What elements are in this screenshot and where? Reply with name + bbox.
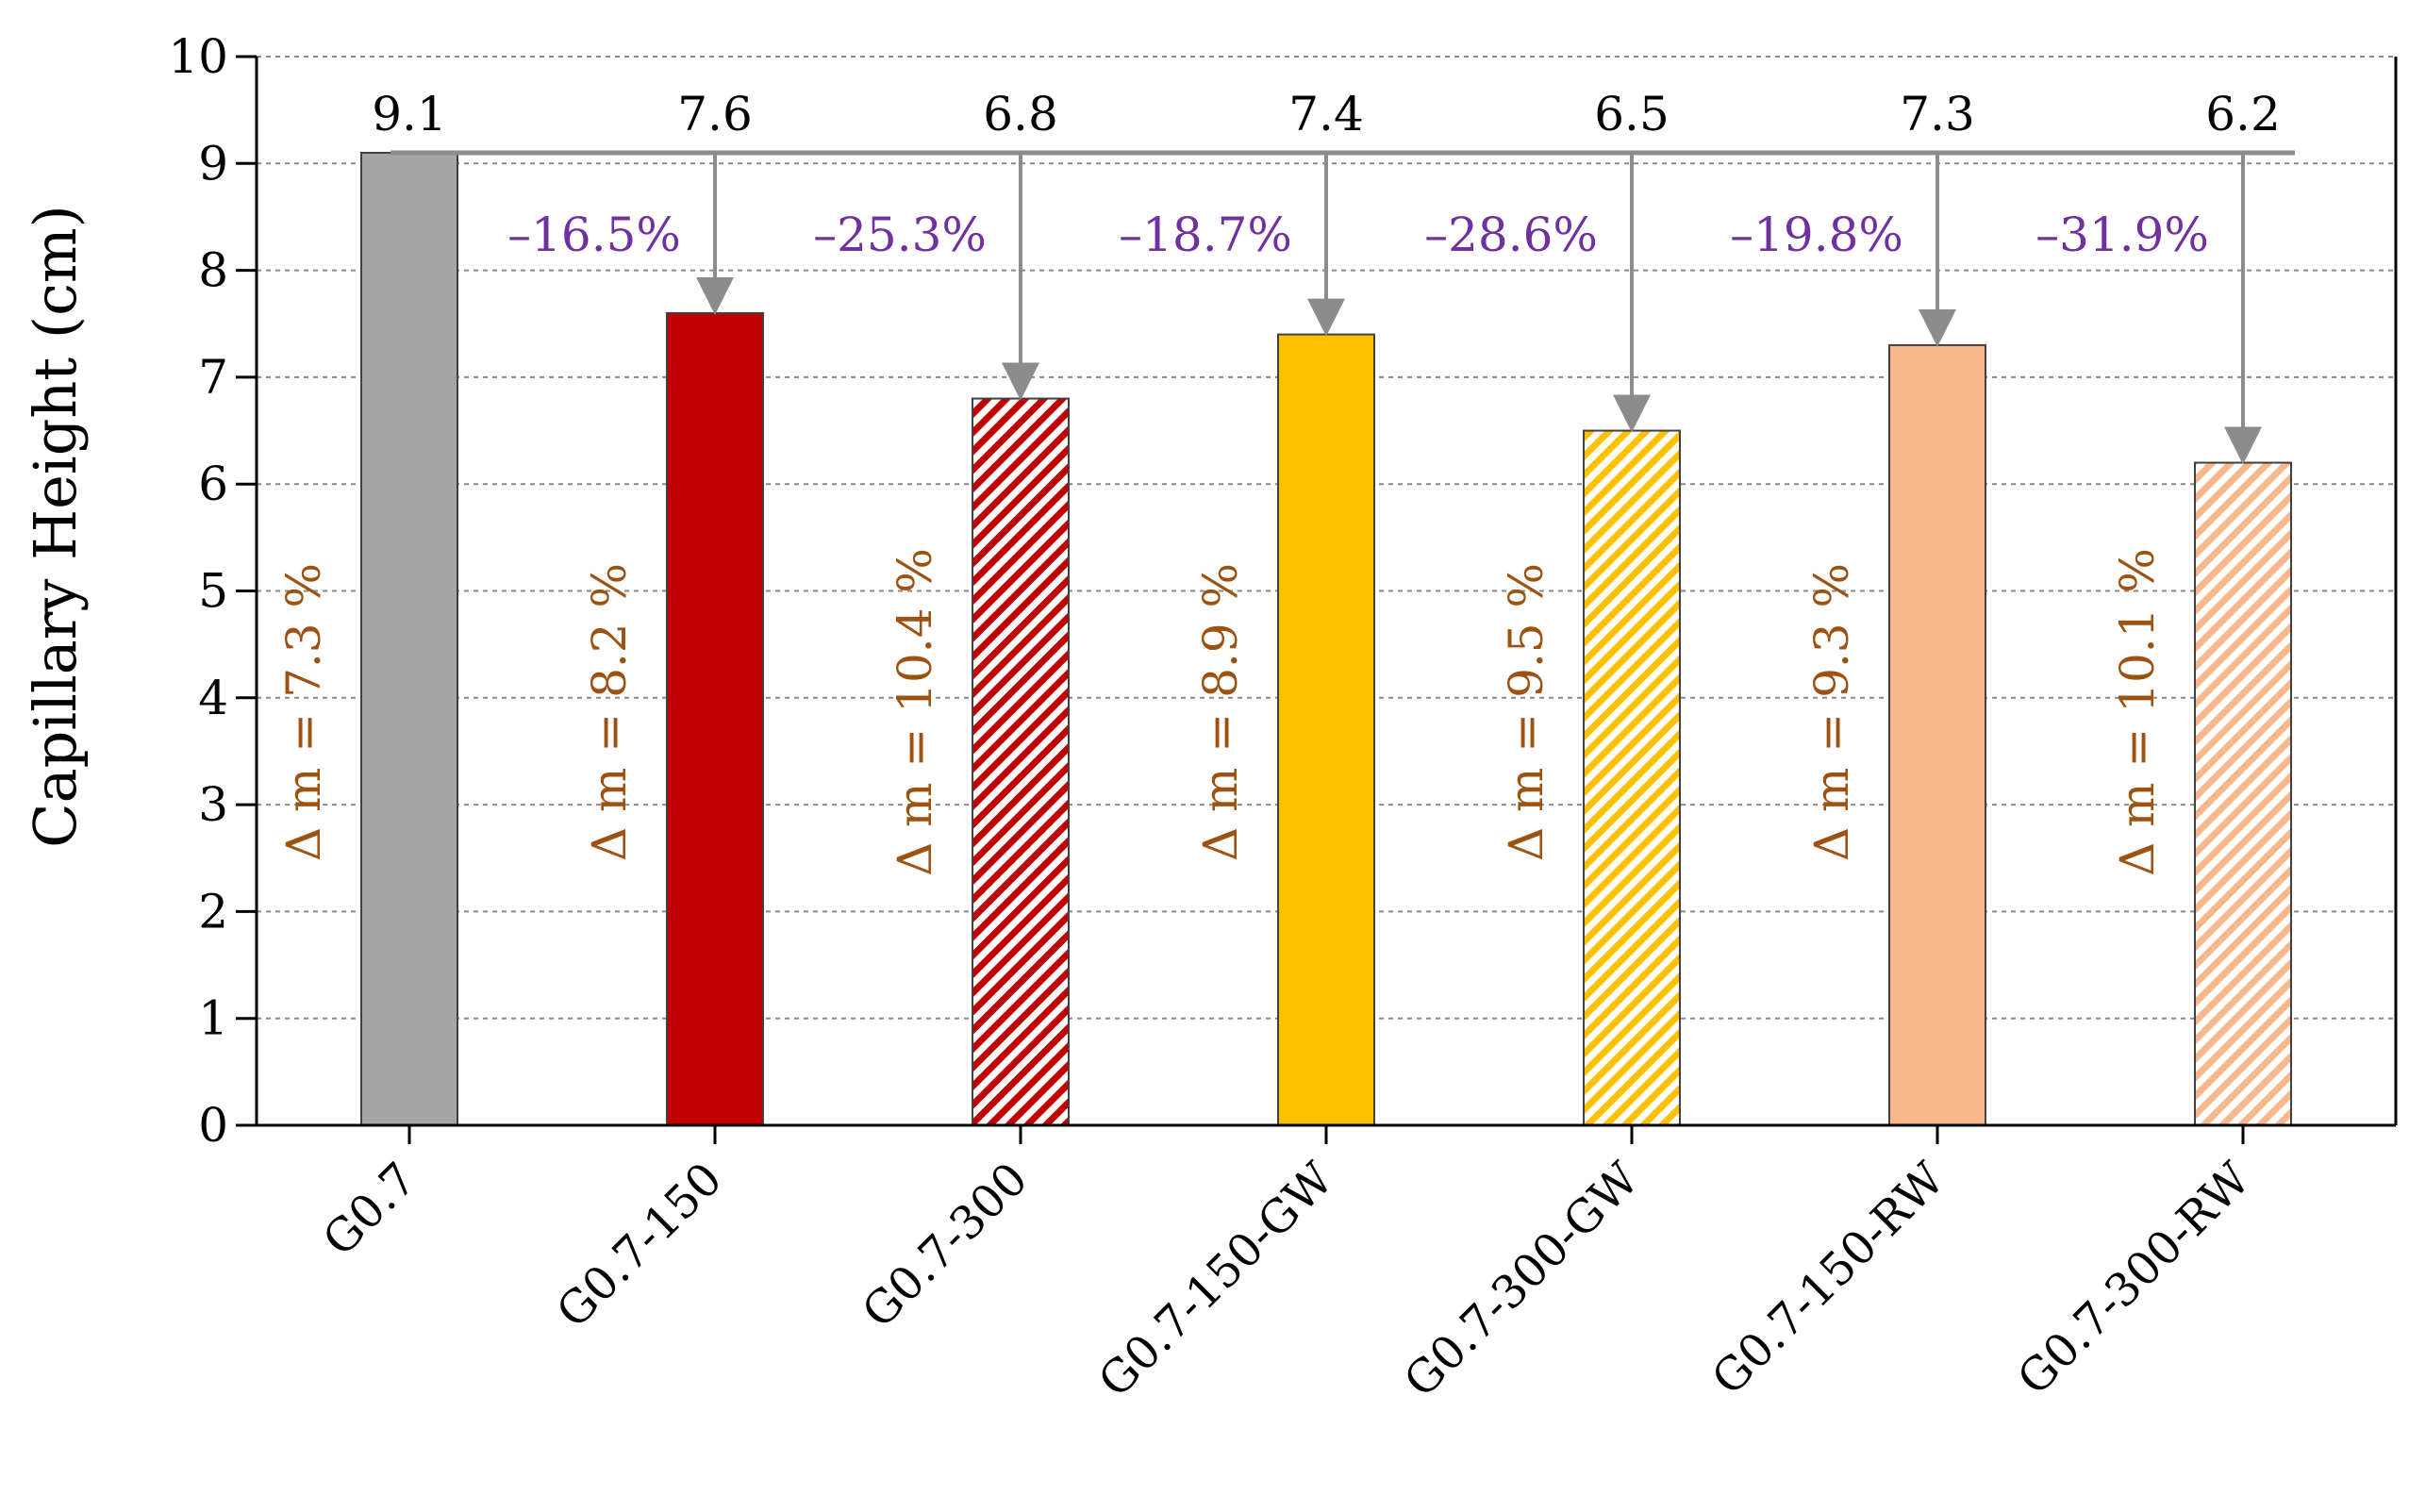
bar-g0-7-150-rw: [1888, 343, 1986, 1127]
bar-g0-7: [360, 151, 458, 1127]
annotations: [390, 150, 2295, 465]
x-tick-label: G0.7-300-GW: [1394, 1152, 1650, 1407]
mass-change-label: Δ m = 9.3 %: [1804, 563, 1859, 861]
y-axis-title: Capillary Height (cm): [21, 205, 90, 848]
y-tick-label: 1: [198, 991, 228, 1046]
mass-change-label: Δ m = 10.4 %: [888, 548, 942, 876]
y-tick-label: 3: [198, 777, 228, 832]
bar-g0-7-300-rw: [2194, 461, 2292, 1127]
y-tick-label: 10: [168, 29, 228, 84]
mass-change-label: Δ m = 10.1 %: [2110, 548, 2165, 876]
bar-g0-7-300-gw: [1583, 429, 1681, 1126]
y-tick-label: 4: [198, 671, 228, 725]
labels: 0 1 2 3 4 5 6 7 8 9 10 G0.7 G0.7-150 G0.7-300 G0.7-150…: [168, 29, 2280, 1407]
reduction-label: –19.8%: [1730, 208, 1903, 262]
y-tick-label: 2: [198, 884, 228, 939]
value-label: 6.8: [983, 87, 1058, 141]
x-tick-label: G0.7-150-RW: [1702, 1152, 1955, 1405]
x-tick-label: G0.7-150-GW: [1088, 1152, 1344, 1407]
value-label: 7.4: [1288, 87, 1364, 141]
y-tick-label: 5: [198, 564, 228, 619]
reduction-label: –28.6%: [1424, 208, 1598, 262]
x-tick-label: G0.7-300: [853, 1153, 1038, 1338]
bars: [360, 151, 2292, 1127]
y-tick-label: 7: [198, 350, 228, 405]
mass-change-label: Δ m = 8.9 %: [1193, 563, 1248, 861]
bar-g0-7-150-gw: [1277, 333, 1375, 1126]
reduction-label: –16.5%: [507, 208, 681, 262]
y-tick-label: 9: [198, 136, 228, 191]
x-tick-label: G0.7: [313, 1153, 427, 1267]
reduction-label: –25.3%: [813, 208, 987, 262]
value-label: 7.3: [1900, 87, 1975, 141]
y-tick-label: 0: [198, 1098, 228, 1153]
reduction-label: –18.7%: [1119, 208, 1292, 262]
value-label: 6.2: [2205, 87, 2281, 141]
bar-g0-7-150: [666, 311, 764, 1127]
y-tick-label: 6: [198, 457, 228, 511]
x-tick-label: G0.7-300-RW: [2007, 1152, 2261, 1405]
bar-g0-7-300: [972, 397, 1070, 1126]
axes: [236, 55, 2398, 1144]
mass-change-label: Δ m = 9.5 %: [1499, 563, 1553, 861]
mass-change-label: Δ m = 7.3 %: [276, 563, 331, 861]
mass-change-label: Δ m = 8.2 %: [582, 563, 637, 861]
x-tick-label: G0.7-150: [547, 1153, 733, 1338]
value-label: 6.5: [1594, 87, 1670, 141]
value-label: 9.1: [372, 87, 447, 141]
reduction-label: –31.9%: [2035, 208, 2209, 262]
value-label: 7.6: [677, 87, 753, 141]
y-tick-label: 8: [198, 243, 228, 298]
